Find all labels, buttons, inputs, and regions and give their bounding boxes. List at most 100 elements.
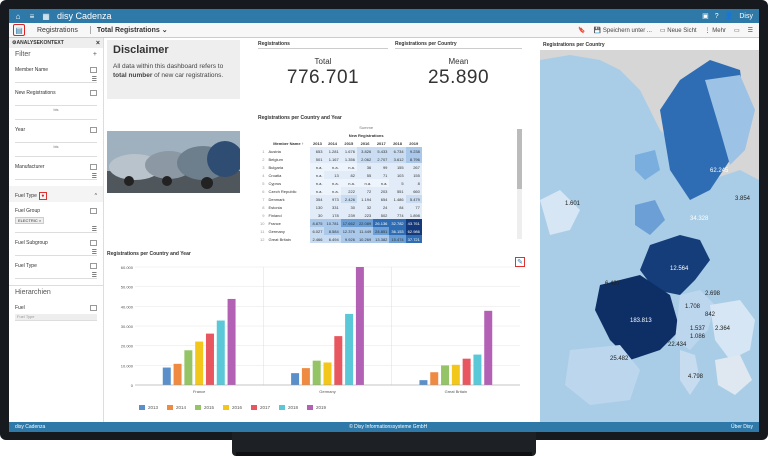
manufacturer-input[interactable]: ☰ [15,173,97,180]
bar-germany-2017[interactable] [334,336,343,385]
year-header[interactable]: 2016 [356,139,374,147]
stack-icon[interactable]: ☰ [747,27,753,34]
new-registrations-to-input[interactable] [15,113,97,120]
legend-label[interactable]: 2018 [288,405,299,410]
grid-icon[interactable]: ▦ [42,11,50,21]
add-filter-icon[interactable]: + [92,51,97,58]
user-name[interactable]: Disy [739,12,753,20]
bookmark-icon[interactable]: 🔖 [578,27,586,34]
bar-france-2015[interactable] [184,350,193,385]
table-row[interactable]: 5 Cyprus n.a. n.a. n.a. n.a. n.a. 5 8 [258,179,422,187]
fuel-type-input[interactable]: ☰ [15,272,97,279]
table-row[interactable]: 12 Great Britain 2.466 6.494 9.926 10.269 13.3… [258,235,422,243]
bar-france-2019[interactable] [227,298,236,385]
checkbox-icon[interactable] [90,67,97,73]
year-from-input[interactable] [15,136,97,143]
table-row[interactable]: 6 Czech Republic n.a. n.a. 222 72 203 551 660 [258,187,422,195]
checkbox-icon[interactable] [90,208,97,214]
table-scrollbar[interactable] [517,129,522,239]
x-category-label: France [193,389,206,394]
table-row[interactable]: 2 Belgium 501 1.167 1.356 2.062 2.707 3.612 8.79… [258,155,422,163]
checkbox-icon[interactable] [90,305,97,311]
bar-great-britain-2018[interactable] [473,354,482,385]
save-as-button[interactable]: 💾 Speichern unter ... [593,27,652,34]
member-name-input[interactable]: ☰ [15,76,97,83]
bar-france-2018[interactable] [216,320,225,385]
more-button[interactable]: ⋮ Mehr [704,27,726,34]
layout-icon[interactable]: ▭ [733,27,740,34]
row-number: 9 [262,212,265,218]
value-cell: 331 [324,203,341,211]
country-cell: Czech Republic [268,188,297,194]
bar-france-2014[interactable] [173,363,182,385]
value-cell: 55 [356,171,374,179]
help-icon[interactable]: ? [714,12,719,20]
workbook-icon[interactable]: ▤ [13,24,25,36]
value-cell: 6.734 [389,147,406,155]
member-header[interactable]: Member Name ↑ [266,139,311,147]
fuel-group-input[interactable]: ☰ [15,226,97,233]
map-label-8: 183.813 [630,318,652,324]
legend-label[interactable]: 2016 [232,405,243,410]
edit-chart-icon[interactable]: ✎ [515,257,525,267]
year-header[interactable]: 2013 [310,139,325,147]
new-registrations-from-input[interactable] [15,99,97,106]
table-row[interactable]: 10 France 8.875 10.781 17.662 22.089 26.136 32.… [258,219,422,227]
checkbox-icon[interactable] [90,90,97,96]
table-row[interactable]: 7 Denmark 354 973 2.426 1.194 654 1.486 5.479 [258,195,422,203]
checkbox-icon[interactable] [90,164,97,170]
bar-germany-2018[interactable] [345,313,354,385]
checkbox-icon[interactable] [90,127,97,133]
window-icon[interactable]: ▣ [702,13,709,20]
legend-label[interactable]: 2013 [148,405,159,410]
year-header[interactable]: 2018 [389,139,406,147]
checkbox-icon[interactable] [90,263,97,269]
bar-great-britain-2015[interactable] [441,365,450,385]
fuel-subgroup-input[interactable]: ☰ [15,249,97,256]
table-row[interactable]: 8 Estonia 130 331 30 32 24 84 77 [258,203,422,211]
bar-great-britain-2016[interactable] [451,364,460,385]
tab-total-registrations[interactable]: Total Registrations ⌄ [89,26,172,34]
chart-svg: 0 10.000 20.000 30.000 40.000 50.000 60.000 Fra… [121,265,520,410]
bar-great-britain-2019[interactable] [484,310,493,385]
bar-germany-2019[interactable] [355,267,364,385]
fuel-group-chip[interactable]: ELECTRIC × [15,217,45,224]
table-row[interactable]: 3 Bulgaria n.a. n.a. n.a. 36 99 155 267 [258,163,422,171]
close-icon[interactable]: × [95,39,100,47]
home-icon[interactable]: ⌂ [15,11,21,21]
value-cell: 8.875 [310,219,325,227]
table-row[interactable]: 4 Croatia n.a. 13 82 55 71 103 155 [258,171,422,179]
bar-france-2017[interactable] [205,333,214,385]
tab-registrations[interactable]: Registrations [37,26,78,34]
legend-label[interactable]: 2014 [176,405,187,410]
legend-label[interactable]: 2019 [316,405,327,410]
bar-great-britain-2013[interactable] [419,380,428,385]
fuel-select[interactable]: Fuel Type [15,314,97,321]
checkbox-icon[interactable] [90,240,97,246]
footer-right[interactable]: Über Disy [731,424,753,430]
country-cell: Germany [268,228,285,234]
bar-france-2013[interactable] [162,367,171,385]
bar-germany-2013[interactable] [291,373,300,385]
collapse-icon[interactable]: ^ [94,193,97,199]
year-header[interactable]: 2015 [340,139,357,147]
bar-germany-2014[interactable] [301,368,310,385]
bar-great-britain-2017[interactable] [462,358,471,385]
bar-germany-2016[interactable] [323,362,332,385]
bar-france-2016[interactable] [195,341,204,385]
bar-great-britain-2014[interactable] [430,372,439,385]
active-filter-icon[interactable]: ● [38,192,47,200]
year-header[interactable]: 2014 [324,139,341,147]
year-header[interactable]: 2017 [373,139,390,147]
year-header[interactable]: 2019 [405,139,422,147]
table-row[interactable]: 1 Austria 653 1.281 1.676 3.826 5.433 6.734 9.23… [258,147,422,155]
menu-icon[interactable]: ≡ [29,11,35,21]
table-row[interactable]: 11 Germany 6.027 8.584 12.376 11.449 24.851 36.… [258,227,422,235]
table-row[interactable]: 9 Finland 30 178 239 223 502 774 1.898 [258,211,422,219]
new-view-button[interactable]: ▭ Neue Sicht [659,27,697,34]
year-to-input[interactable] [15,150,97,157]
legend-label[interactable]: 2015 [204,405,215,410]
legend-label[interactable]: 2017 [260,405,271,410]
user-icon[interactable]: 👤 [724,13,734,20]
bar-germany-2015[interactable] [312,360,321,385]
